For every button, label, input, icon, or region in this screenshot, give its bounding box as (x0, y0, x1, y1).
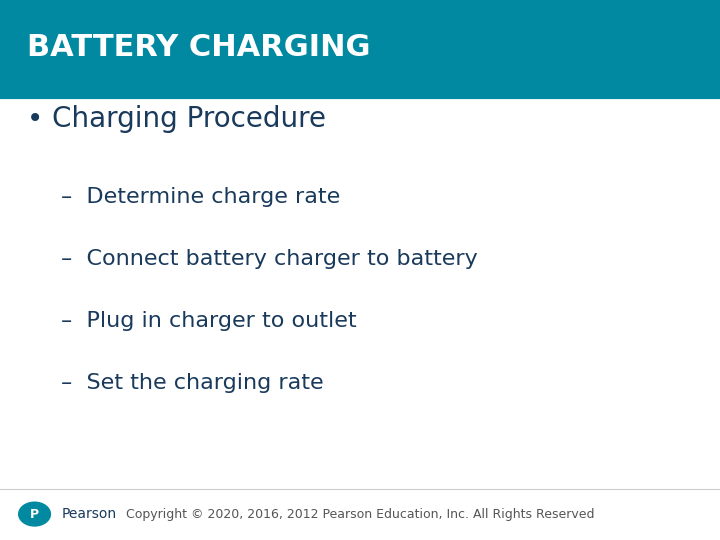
FancyBboxPatch shape (0, 0, 720, 94)
Text: –  Plug in charger to outlet: – Plug in charger to outlet (61, 311, 357, 332)
Text: • Charging Procedure: • Charging Procedure (27, 105, 326, 133)
Text: –  Connect battery charger to battery: – Connect battery charger to battery (61, 249, 478, 269)
Text: P: P (30, 508, 39, 521)
Text: –  Determine charge rate: – Determine charge rate (61, 187, 341, 207)
Text: –  Set the charging rate: – Set the charging rate (61, 373, 324, 394)
Circle shape (19, 502, 50, 526)
Text: BATTERY CHARGING: BATTERY CHARGING (27, 33, 371, 62)
Text: Copyright © 2020, 2016, 2012 Pearson Education, Inc. All Rights Reserved: Copyright © 2020, 2016, 2012 Pearson Edu… (126, 508, 594, 521)
Text: Pearson: Pearson (61, 507, 117, 521)
